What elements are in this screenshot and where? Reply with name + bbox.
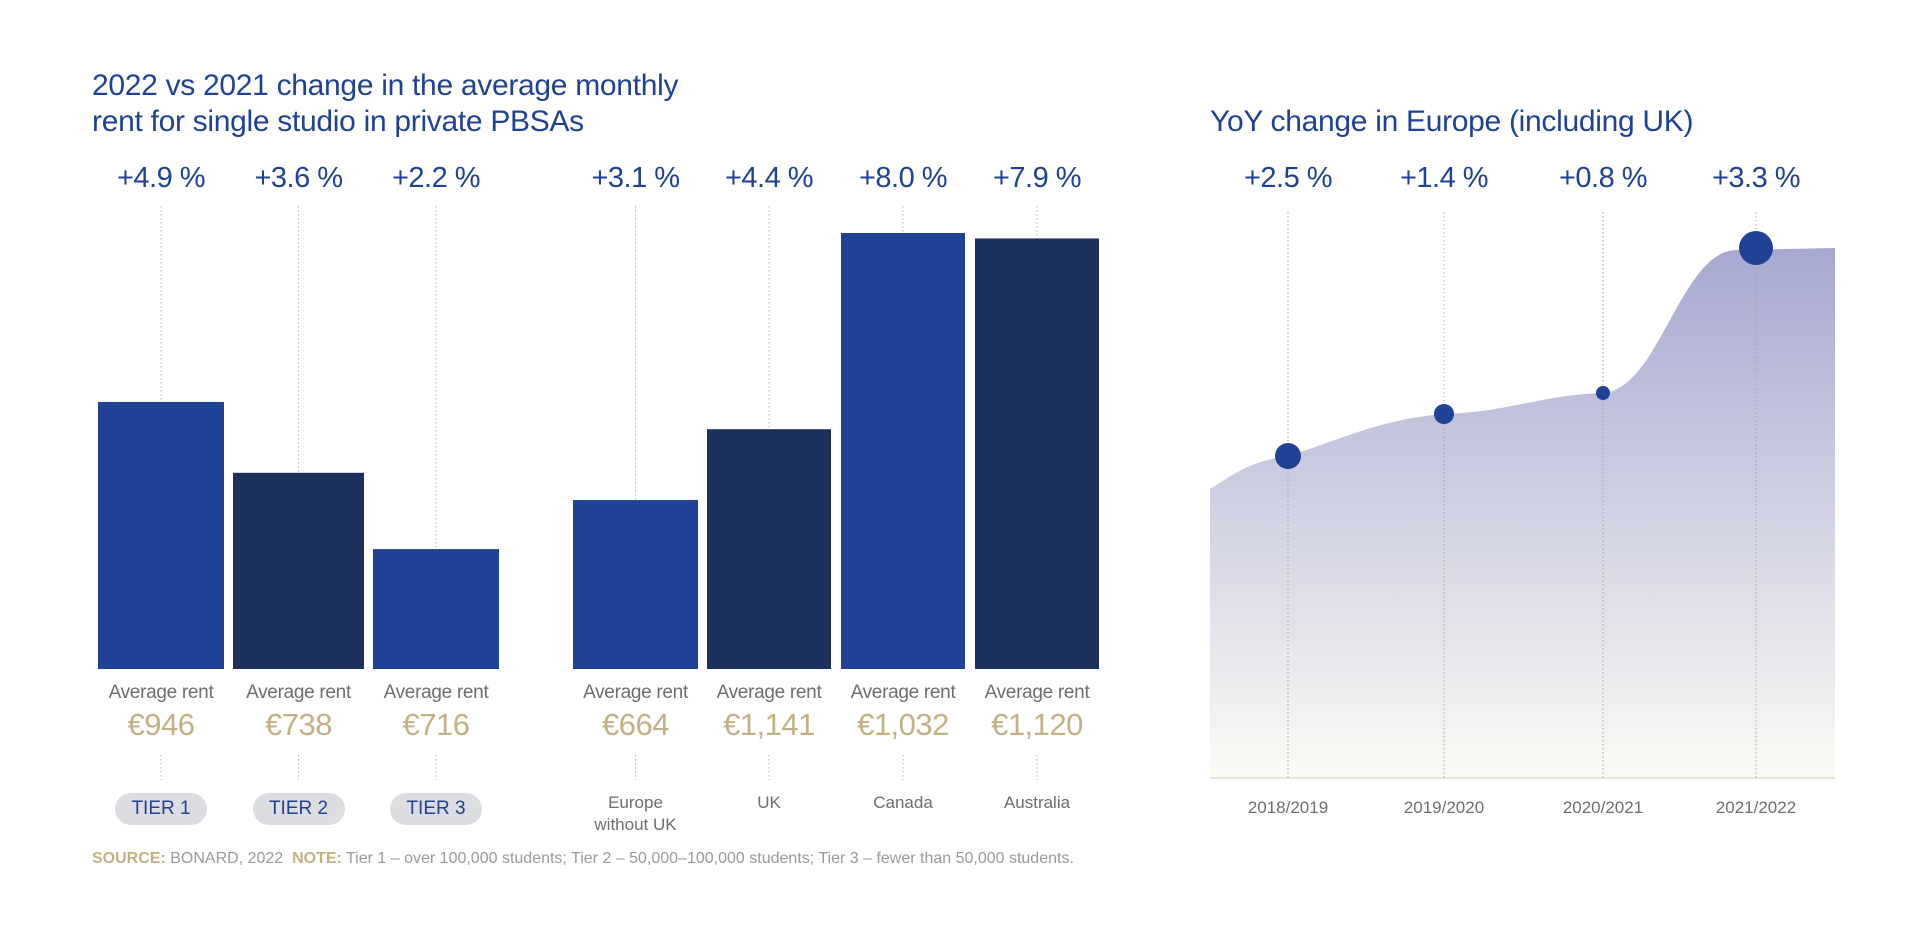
average-rent-label: Average rent xyxy=(383,682,489,703)
average-rent-label: Average rent xyxy=(716,682,822,703)
average-rent-label: Average rent xyxy=(246,682,351,703)
tier-badge: TIER 2 xyxy=(252,793,345,825)
bar-pct-label: +4.9 % xyxy=(116,162,206,194)
year-label: 2020/2021 xyxy=(1562,798,1644,817)
bar-pct-label: +8.0 % xyxy=(858,162,948,194)
average-rent-value: €664 xyxy=(602,707,669,742)
average-rent-value: €1,141 xyxy=(723,707,815,742)
note-value: Tier 1 – over 100,000 students; Tier 2 –… xyxy=(346,850,1074,867)
data-point-2019/2020 xyxy=(1434,404,1454,424)
source-value: BONARD, 2022 xyxy=(170,850,284,867)
bar-pct-label: +2.2 % xyxy=(391,162,481,194)
area-chart xyxy=(1210,212,1835,779)
data-point-2018/2019 xyxy=(1275,443,1301,469)
yoy-pct-label: +3.3 % xyxy=(1711,162,1801,194)
yoy-pct-label: +0.8 % xyxy=(1558,162,1648,194)
average-rent-value: €716 xyxy=(402,707,470,742)
bar-chart xyxy=(98,206,1099,780)
year-label: 2019/2020 xyxy=(1403,798,1485,817)
bar-5 xyxy=(841,233,965,669)
country-label: Australia xyxy=(1003,793,1071,812)
left-chart-title: 2022 vs 2021 change in the average month… xyxy=(92,68,678,140)
average-rent-label: Average rent xyxy=(583,682,688,703)
area-fill xyxy=(1210,248,1835,778)
data-point-2021/2022 xyxy=(1739,231,1773,265)
left-chart-title-line2: rent for single studio in private PBSAs xyxy=(92,105,584,138)
average-rent-label: Average rent xyxy=(108,682,214,703)
year-label: 2021/2022 xyxy=(1715,798,1797,817)
footer-note: SOURCE: BONARD, 2022 NOTE: Tier 1 – over… xyxy=(92,850,1074,868)
bar-pct-label: +7.9 % xyxy=(992,162,1082,194)
tier-badge: TIER 3 xyxy=(390,793,482,825)
average-rent-value: €1,120 xyxy=(991,707,1083,742)
yoy-pct-label: +2.5 % xyxy=(1243,162,1333,194)
right-chart-title: YoY change in Europe (including UK) xyxy=(1210,105,1694,138)
average-rent-value: €1,032 xyxy=(857,707,949,742)
bar-3 xyxy=(573,500,698,669)
bar-4 xyxy=(707,429,831,669)
average-rent-label: Average rent xyxy=(850,682,956,703)
bar-pct-label: +3.1 % xyxy=(591,162,680,194)
average-rent-label: Average rent xyxy=(984,682,1090,703)
country-label: Europe without UK xyxy=(594,793,677,834)
bar-pct-label: +3.6 % xyxy=(254,162,343,194)
average-rent-value: €738 xyxy=(265,707,332,742)
bar-2 xyxy=(373,549,499,669)
bar-pct-label: +4.4 % xyxy=(724,162,814,194)
bar-6 xyxy=(975,238,1099,669)
bar-0 xyxy=(98,401,224,669)
average-rent-value: €946 xyxy=(127,707,195,742)
tier-badge: TIER 1 xyxy=(115,793,207,825)
data-point-2020/2021 xyxy=(1596,386,1610,400)
year-label: 2018/2019 xyxy=(1247,798,1329,817)
country-label: Canada xyxy=(873,793,933,812)
note-key: NOTE: xyxy=(292,850,342,867)
bar-1 xyxy=(233,472,364,669)
country-label: UK xyxy=(757,793,781,812)
yoy-pct-label: +1.4 % xyxy=(1399,162,1489,194)
left-chart-title-line1: 2022 vs 2021 change in the average month… xyxy=(92,69,679,102)
source-key: SOURCE: xyxy=(92,850,166,867)
